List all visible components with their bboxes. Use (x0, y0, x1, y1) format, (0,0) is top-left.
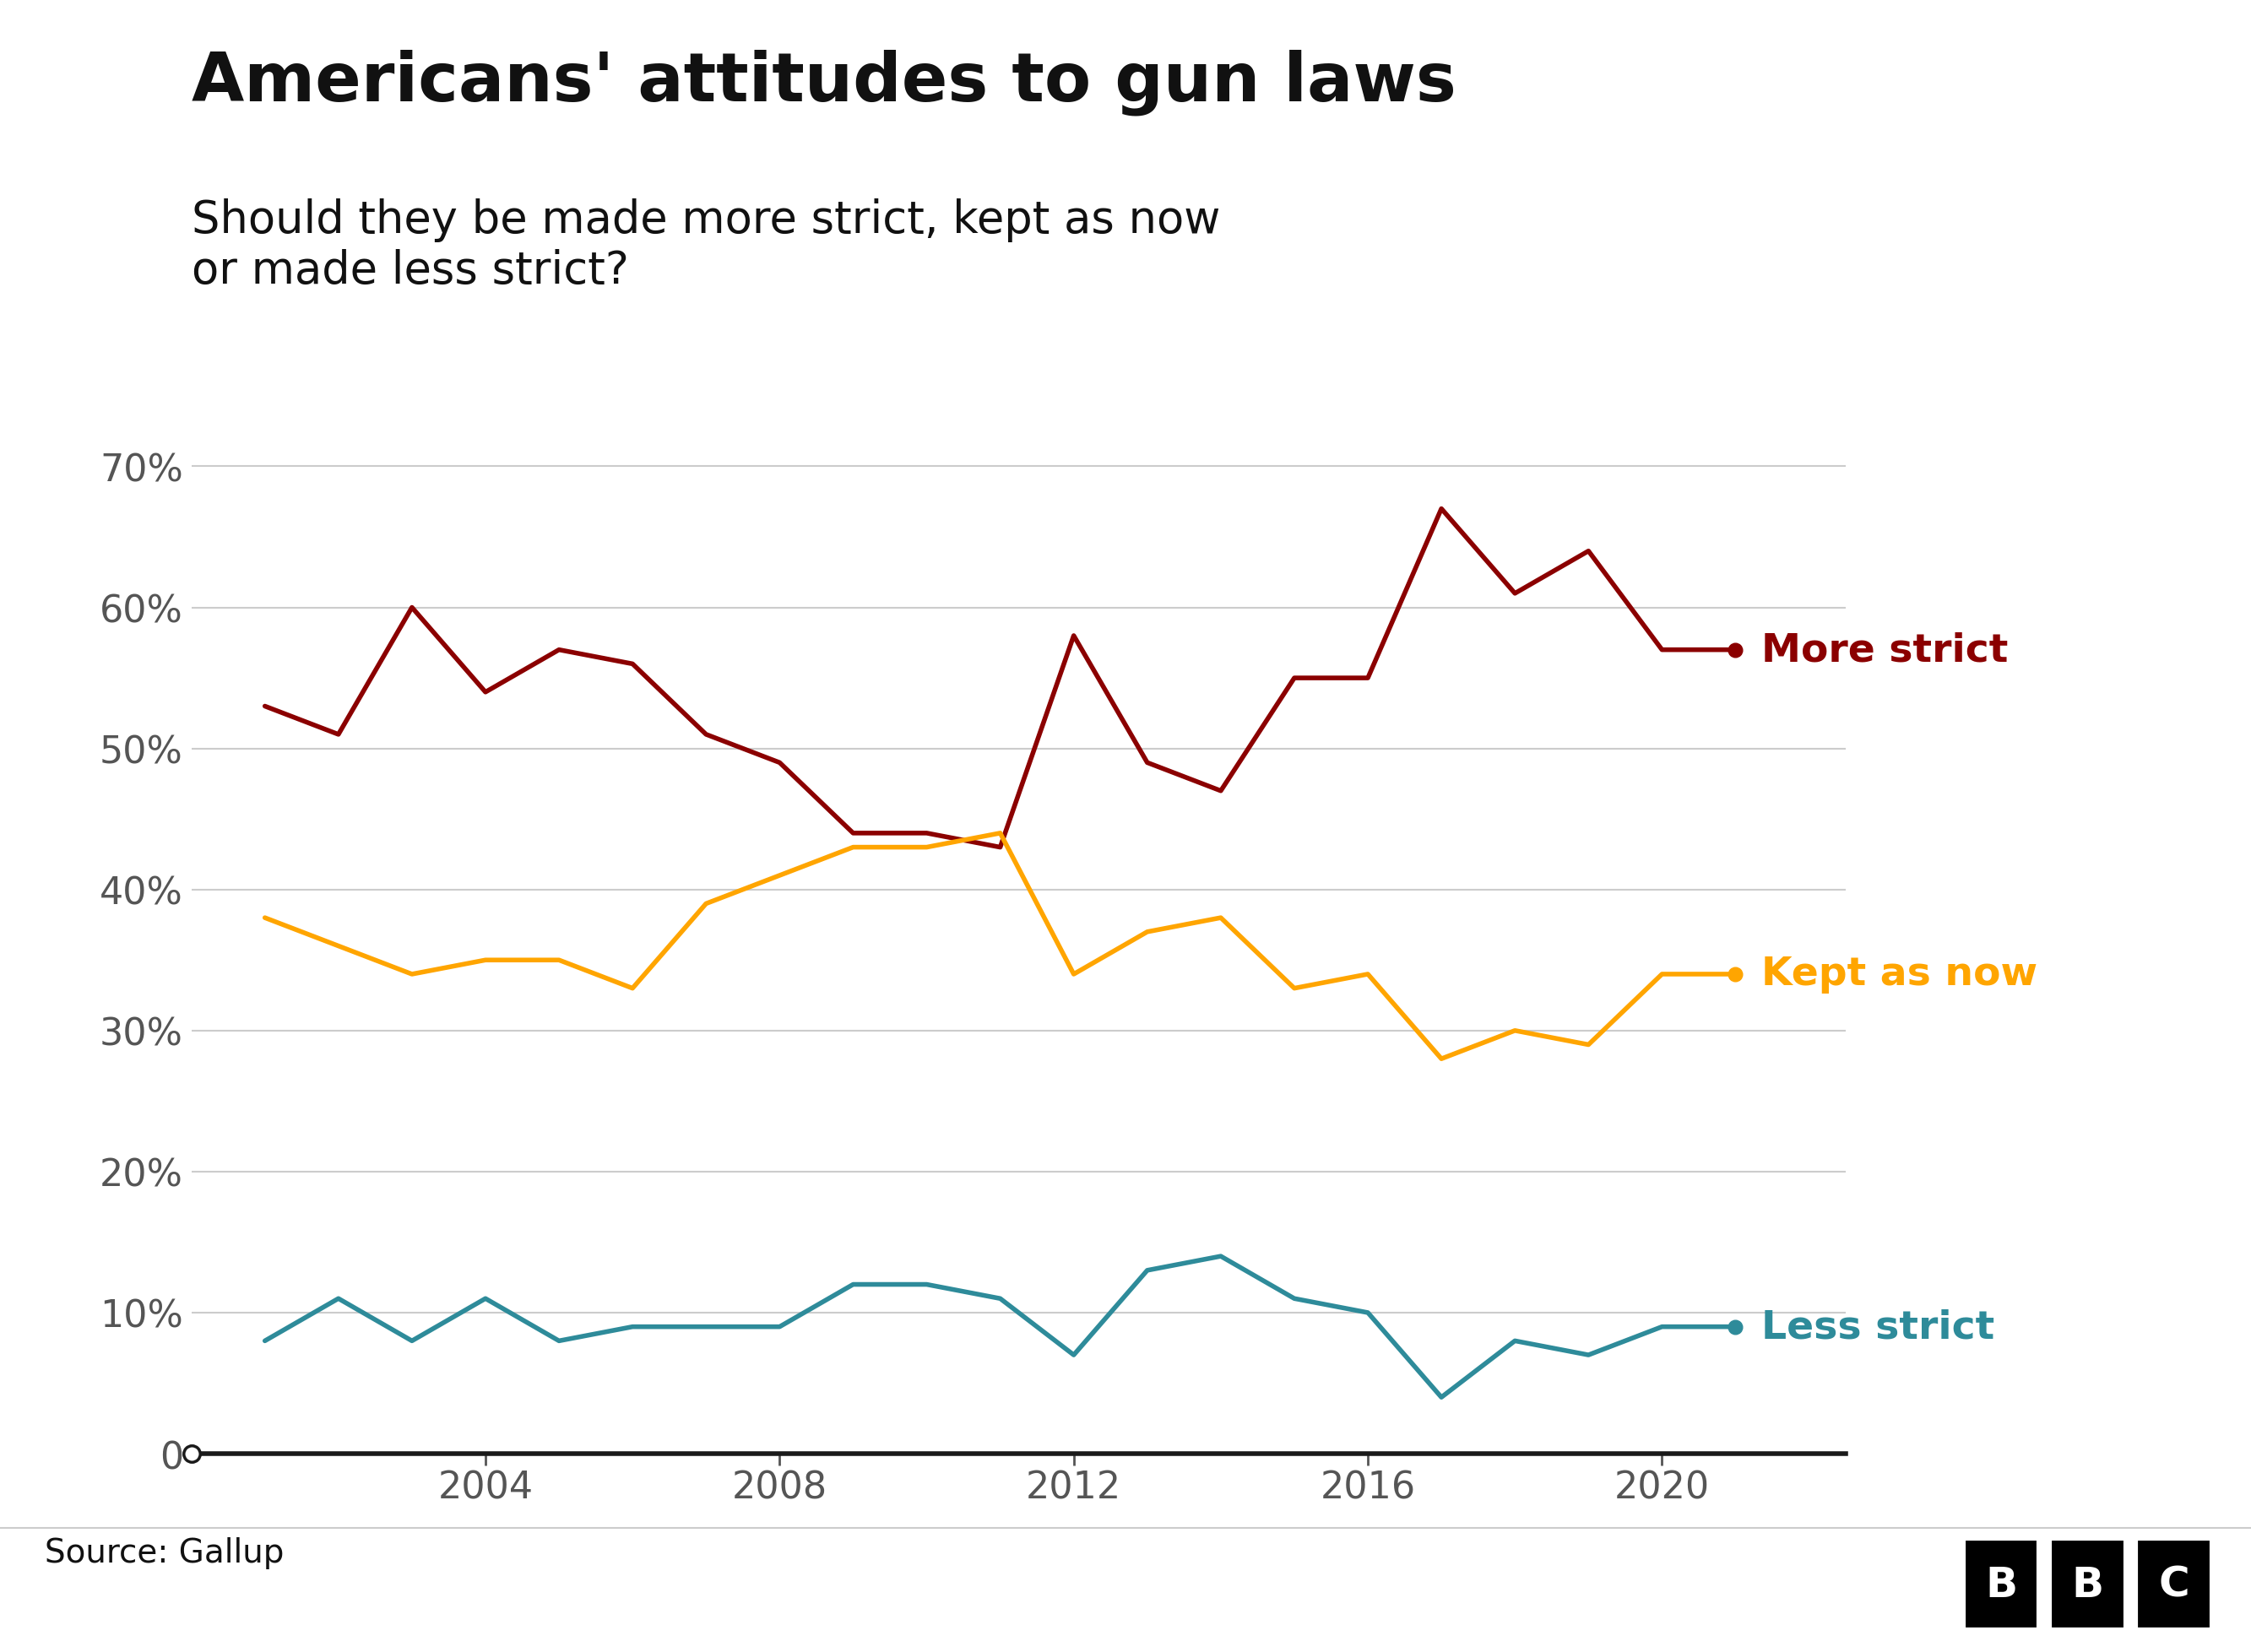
Text: More strict: More strict (1760, 631, 2008, 669)
Text: Source: Gallup: Source: Gallup (45, 1536, 284, 1568)
FancyBboxPatch shape (2051, 1540, 2125, 1629)
Text: Kept as now: Kept as now (1760, 955, 2037, 993)
Text: Americans' attitudes to gun laws: Americans' attitudes to gun laws (191, 50, 1456, 116)
FancyBboxPatch shape (1963, 1540, 2039, 1629)
Text: C: C (2159, 1564, 2190, 1604)
Text: Should they be made more strict, kept as now
or made less strict?: Should they be made more strict, kept as… (191, 198, 1220, 292)
FancyBboxPatch shape (2136, 1540, 2210, 1629)
Text: B: B (1985, 1564, 2017, 1604)
Text: Less strict: Less strict (1760, 1308, 1994, 1346)
Text: B: B (2071, 1564, 2102, 1604)
